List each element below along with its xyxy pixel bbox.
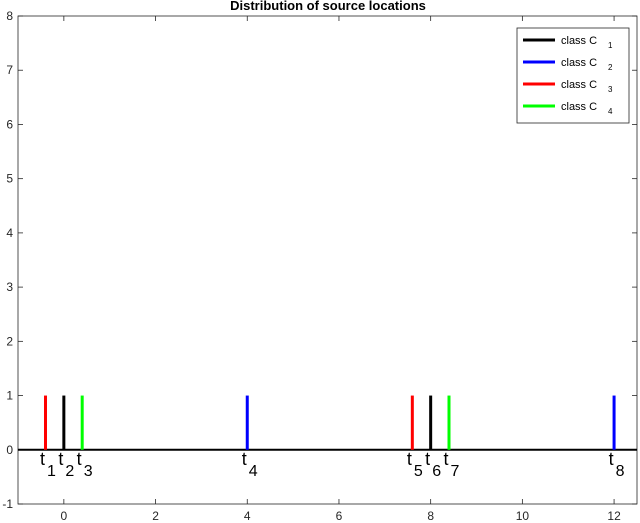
annotation-sub-t6: 6: [432, 463, 441, 480]
legend-label-sub: 1: [608, 41, 613, 50]
y-tick-label: 3: [6, 280, 13, 294]
y-tick-label: 0: [6, 443, 13, 457]
annotation-t3: t: [77, 449, 82, 469]
y-tick-label: 7: [6, 63, 13, 77]
x-tick-label: 10: [516, 509, 530, 523]
y-tick-label: 4: [6, 226, 13, 240]
annotation-t4: t: [242, 449, 247, 469]
annotation-t5: t: [407, 449, 412, 469]
x-tick-label: 2: [152, 509, 159, 523]
x-tick-label: 4: [244, 509, 251, 523]
annotation-t7: t: [443, 449, 448, 469]
annotation-sub-t8: 8: [616, 463, 625, 480]
y-tick-label: 2: [6, 334, 13, 348]
legend-label-sub: 2: [608, 63, 613, 72]
chart-title: Distribution of source locations: [230, 0, 426, 13]
annotation-sub-t1: 1: [47, 463, 56, 480]
legend-label-sub: 3: [608, 85, 613, 94]
legend-label: class C: [561, 57, 597, 69]
annotation-t2: t: [58, 449, 63, 469]
legend-label-sub: 4: [608, 107, 613, 116]
annotation-t6: t: [425, 449, 430, 469]
legend: class C 1 class C 2 class C 3 class C 4: [516, 27, 630, 124]
annotation-t8: t: [609, 449, 614, 469]
annotation-sub-t4: 4: [249, 463, 258, 480]
x-tick-label: 12: [607, 509, 621, 523]
annotation-sub-t5: 5: [414, 463, 423, 480]
annotation-sub-t7: 7: [451, 463, 460, 480]
annotation-sub-t3: 3: [84, 463, 93, 480]
axes-box: [17, 15, 638, 505]
y-tick-label: 5: [6, 172, 13, 186]
legend-label: class C: [561, 79, 597, 91]
annotation-t1: t: [40, 449, 45, 469]
x-tick-label: 6: [336, 509, 343, 523]
x-tick-label: 8: [427, 509, 434, 523]
y-tick-label: 1: [6, 389, 13, 403]
annotation-sub-t2: 2: [65, 463, 74, 480]
legend-label: class C: [561, 101, 597, 113]
y-tick-label: 6: [6, 117, 13, 131]
y-tick-label: 8: [6, 9, 13, 23]
y-tick-label: -1: [2, 497, 13, 511]
x-tick-label: 0: [61, 509, 68, 523]
legend-label: class C: [561, 35, 597, 47]
